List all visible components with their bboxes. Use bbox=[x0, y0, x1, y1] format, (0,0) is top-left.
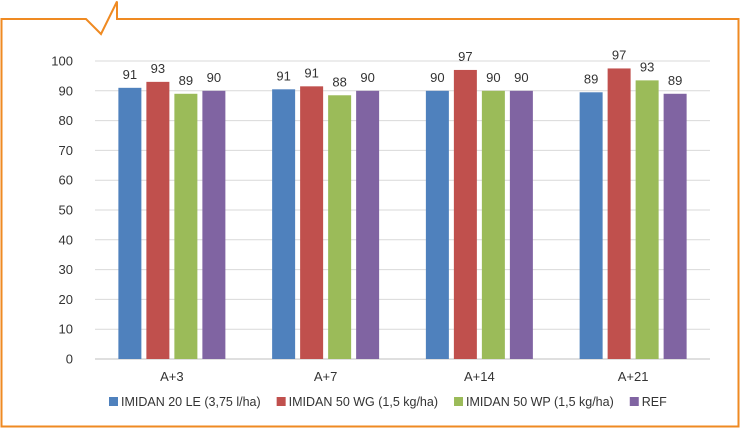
legend-swatch bbox=[454, 397, 464, 406]
legend-swatch bbox=[109, 397, 118, 406]
legend-label: IMIDAN 50 WP (1,5 kg/ha) bbox=[466, 395, 614, 409]
bar bbox=[481, 90, 505, 360]
legend-label: IMIDAN 20 LE (3,75 l/ha) bbox=[121, 395, 261, 409]
y-tick-label: 70 bbox=[59, 143, 73, 158]
x-category-label: A+21 bbox=[618, 369, 649, 384]
data-label: 89 bbox=[584, 71, 598, 86]
legend-swatch bbox=[629, 397, 639, 406]
data-label: 89 bbox=[179, 73, 193, 88]
data-label: 90 bbox=[430, 70, 444, 85]
bar bbox=[300, 86, 324, 359]
bar bbox=[146, 81, 170, 360]
y-tick-label: 50 bbox=[59, 203, 73, 218]
data-label: 88 bbox=[332, 74, 346, 89]
data-label: 90 bbox=[514, 70, 528, 85]
data-label: 93 bbox=[640, 59, 654, 74]
bar bbox=[453, 69, 477, 359]
legend-label: IMIDAN 50 WG (1,5 kg/ha) bbox=[289, 395, 438, 409]
data-label: 90 bbox=[207, 70, 221, 85]
data-label: 93 bbox=[151, 61, 165, 76]
y-tick-label: 20 bbox=[59, 292, 73, 307]
data-label: 91 bbox=[123, 67, 137, 82]
bar bbox=[635, 80, 659, 360]
legend-label: REF bbox=[642, 395, 667, 409]
data-label: 91 bbox=[304, 65, 318, 80]
data-label: 90 bbox=[360, 70, 374, 85]
bar bbox=[118, 87, 142, 359]
bars bbox=[118, 68, 687, 360]
bar bbox=[202, 90, 226, 360]
data-label: 91 bbox=[276, 68, 290, 83]
x-category-label: A+3 bbox=[160, 369, 184, 384]
y-tick-label: 80 bbox=[59, 113, 73, 128]
bar bbox=[425, 90, 449, 360]
bar bbox=[272, 89, 296, 359]
x-category-label: A+7 bbox=[314, 369, 338, 384]
y-tick-label: 30 bbox=[59, 262, 73, 277]
x-category-label: A+14 bbox=[464, 369, 495, 384]
bar bbox=[328, 95, 352, 360]
bar bbox=[356, 90, 380, 360]
legend-item: REF bbox=[629, 395, 667, 409]
y-axis-ticks: 0 10 20 30 40 50 60 70 80 90 100 bbox=[51, 54, 73, 367]
y-tick-label: 60 bbox=[59, 173, 73, 188]
legend-item: IMIDAN 50 WG (1,5 kg/ha) bbox=[276, 395, 438, 409]
data-label: 89 bbox=[668, 73, 682, 88]
legend: IMIDAN 20 LE (3,75 l/ha) IMIDAN 50 WG (1,… bbox=[109, 395, 667, 409]
y-tick-label: 90 bbox=[59, 83, 73, 98]
grid-lines bbox=[95, 60, 710, 360]
legend-swatch bbox=[276, 397, 286, 406]
y-tick-label: 10 bbox=[59, 322, 73, 337]
y-tick-label: 100 bbox=[51, 54, 73, 69]
bar bbox=[663, 93, 687, 359]
bar bbox=[607, 68, 631, 359]
bar bbox=[579, 92, 603, 359]
bar bbox=[509, 90, 533, 360]
y-tick-label: 0 bbox=[66, 352, 73, 367]
data-label: 97 bbox=[458, 49, 472, 64]
data-label: 97 bbox=[612, 47, 626, 62]
data-label: 90 bbox=[486, 70, 500, 85]
data-labels: 91 93 89 90 91 91 88 90 90 97 90 90 89 97 93 89 bbox=[123, 47, 683, 89]
x-axis-categories: A+3 A+7 A+14 A+21 bbox=[160, 369, 648, 384]
y-tick-label: 40 bbox=[59, 232, 73, 247]
bar bbox=[174, 93, 198, 359]
legend-item: IMIDAN 20 LE (3,75 l/ha) bbox=[109, 395, 261, 409]
legend-item: IMIDAN 50 WP (1,5 kg/ha) bbox=[454, 395, 614, 409]
